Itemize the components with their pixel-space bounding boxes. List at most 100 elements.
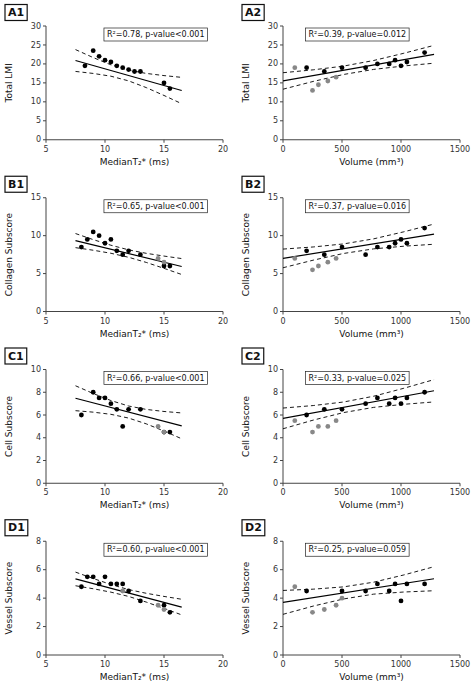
confidence-band	[283, 63, 434, 89]
point	[83, 63, 88, 68]
plot-area	[76, 386, 182, 439]
fit-line	[283, 579, 434, 603]
y-tick-label: 10	[31, 97, 41, 106]
y-axis-label: Collagen Subscore	[4, 212, 14, 296]
panel-label: B1	[5, 176, 27, 192]
panel: 02468050010001500Volume (mm³)Vessel Subs…	[241, 520, 470, 682]
panel-label-text: C1	[8, 350, 24, 363]
x-tick-label: 500	[334, 317, 349, 326]
y-tick	[280, 44, 283, 45]
panel: 051015050010001500Volume (mm³)Collagen S…	[241, 176, 470, 338]
point	[340, 65, 345, 70]
y-tick-label: 10	[268, 97, 278, 106]
point	[97, 582, 102, 587]
point	[304, 589, 309, 594]
annotation-box	[104, 543, 208, 556]
point	[120, 65, 125, 70]
x-tick-label: 15	[159, 660, 169, 669]
point	[310, 88, 315, 93]
point	[322, 607, 327, 612]
point	[387, 62, 392, 67]
y-tick-label: 2	[273, 622, 278, 631]
annotation: R²=0.66, p-value<0.001	[104, 372, 208, 385]
x-tick	[223, 312, 224, 315]
panel-label-text: B2	[245, 178, 261, 191]
y-tick-label: 6	[273, 411, 278, 420]
y-axis-label: Cell Subscore	[4, 395, 14, 456]
y-tick-label: 0	[36, 479, 41, 488]
x-tick	[164, 312, 165, 315]
panel-label-text: A1	[8, 6, 24, 19]
panel-label-box	[5, 348, 27, 364]
y-tick	[280, 541, 283, 542]
point	[316, 264, 321, 269]
point	[363, 252, 368, 257]
x-tick-label: 10	[100, 488, 110, 497]
point	[91, 48, 96, 53]
point	[363, 401, 368, 406]
x-axis-line	[46, 139, 223, 140]
y-tick-label: 0	[36, 651, 41, 660]
point	[304, 65, 309, 70]
point	[393, 58, 398, 63]
confidence-band	[283, 45, 434, 72]
point	[422, 582, 427, 587]
point	[85, 574, 90, 579]
point	[340, 596, 345, 601]
annotation-box	[306, 543, 410, 556]
y-tick	[43, 369, 46, 370]
panel-label: C2	[242, 348, 264, 364]
y-tick-label: 8	[36, 388, 41, 397]
x-axis-line	[283, 655, 460, 656]
annotation-text: R²=0.39, p-value=0.012	[309, 30, 407, 39]
plot-area	[283, 567, 434, 615]
x-axis-line	[46, 655, 223, 656]
y-tick	[280, 101, 283, 102]
y-tick-label: 0	[36, 135, 41, 144]
x-tick-label: 20	[218, 488, 228, 497]
fit-line	[283, 391, 434, 419]
point	[138, 69, 143, 74]
point	[405, 60, 410, 65]
point	[162, 260, 167, 265]
y-tick	[280, 392, 283, 393]
annotation-box	[306, 372, 410, 385]
y-axis-label: Vessel Subscore	[241, 561, 251, 634]
annotation-text: R²=0.33, p-value=0.025	[309, 374, 407, 383]
y-tick-label: 0	[273, 135, 278, 144]
y-tick-label: 5	[36, 269, 41, 278]
point	[97, 396, 102, 401]
y-tick-label: 4	[36, 594, 41, 603]
y-axis-line	[46, 370, 47, 484]
y-tick-label: 8	[273, 537, 278, 546]
point	[103, 396, 108, 401]
point	[168, 610, 173, 615]
point	[109, 60, 114, 65]
point	[292, 418, 297, 423]
x-tick-label: 10	[100, 145, 110, 154]
fit-line	[76, 241, 182, 267]
confidence-band	[283, 224, 434, 249]
y-tick-label: 2	[36, 456, 41, 465]
y-tick	[43, 598, 46, 599]
point	[310, 610, 315, 615]
point	[363, 589, 368, 594]
y-tick	[43, 437, 46, 438]
annotation: R²=0.25, p-value=0.059	[306, 543, 410, 556]
point	[132, 69, 137, 74]
x-tick	[460, 140, 461, 143]
confidence-band	[76, 248, 182, 275]
figure: 0510152025305101520MedianT₂* (ms)Total L…	[0, 0, 474, 687]
y-tick-label: 8	[36, 537, 41, 546]
x-tick	[342, 655, 343, 658]
y-tick-label: 6	[273, 565, 278, 574]
x-axis-label: MedianT₂* (ms)	[100, 329, 170, 339]
confidence-band	[76, 71, 182, 103]
y-tick	[280, 626, 283, 627]
annotation-box	[306, 28, 410, 41]
x-tick	[46, 483, 47, 486]
point	[97, 233, 102, 238]
point	[375, 582, 380, 587]
x-tick	[283, 312, 284, 315]
point	[109, 401, 114, 406]
